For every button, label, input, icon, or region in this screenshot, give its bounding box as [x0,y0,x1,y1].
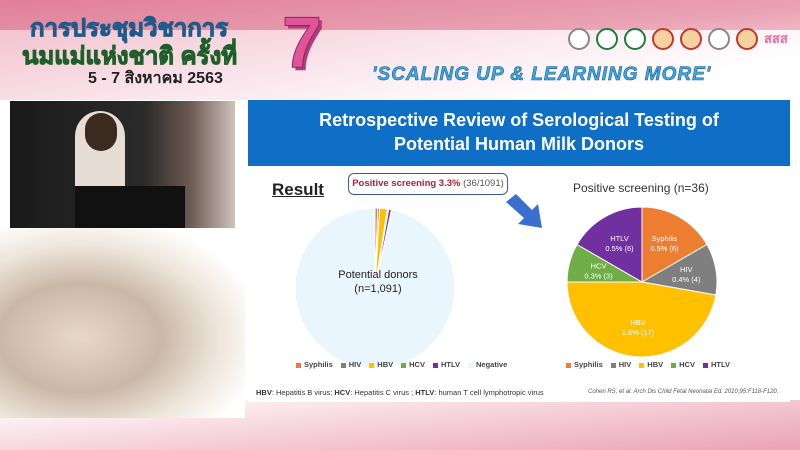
conference-slogan: 'SCALING UP & LEARNING MORE' [372,64,712,86]
footnote-hcv-text: : Hepatitis C virus ; [350,388,416,397]
positive-pie-title: Positive screening (n=36) [573,181,709,195]
legend-item-hbv: HBV [369,360,393,369]
legend-swatch [566,362,571,368]
pie-data-label: HIV [680,265,693,274]
abbreviation-footnote: HBV: Hepatitis B virus; HCV: Hepatitis C… [256,388,544,397]
pie-data-label: HBV [630,318,645,327]
pie-data-label: 0.3% (3) [584,271,613,280]
pie-slice-htlv [576,206,643,283]
sponsor-logo [568,28,590,50]
conference-title-line2: นมแม่แห่งชาติ ครั้งที่ [21,43,238,71]
conference-date: 5 - 7 สิงหาคม 2563 [88,70,223,87]
pie-data-label: Syphilis [652,234,678,243]
footnote-htlv-abbr: HTLV [415,388,435,397]
callout-percentage: Positive screening 3.3% [352,178,461,189]
footnote-htlv-text: : human T cell lymphotropic virus [434,388,544,397]
legend-item-hiv: HIV [340,360,361,369]
sponsor-logo [624,28,646,50]
legend-swatch [702,362,708,368]
positive-pie-legend: Syphilis HIV HBV HCV HTLV [566,360,730,369]
donors-pie-chart [294,207,456,369]
legend-item-htlv: HTLV [702,360,730,369]
legend-swatch [340,362,346,368]
legend-item-syphilis: Syphilis [566,360,603,369]
citation: Cohen RS, et al. Arch Dis Child Fetal Ne… [588,389,779,395]
legend-swatch [610,362,616,368]
sponsor-logo [652,28,674,50]
legend-item-hcv: HCV [401,360,425,369]
legend-swatch [639,362,645,368]
slide-title-line1: Retrospective Review of Serological Test… [319,110,719,130]
presenter-video [10,101,235,228]
conference-edition: 7 [281,3,323,84]
donors-label-line1: Potential donors [338,269,418,281]
callout-count: (36/1091) [463,178,504,189]
legend-swatch [671,362,677,368]
donors-label: Potential donors (n=1,091) [318,268,438,296]
pie-data-label: 0.5% (6) [650,244,679,253]
footnote-hcv-abbr: HCV [334,388,351,397]
pie-data-label: HCV [591,261,607,270]
sponsor-logos: สสส [568,28,788,50]
thaihealth-logo: สสส [764,31,788,46]
decorative-child-photo [0,228,245,418]
legend-swatch [432,362,438,368]
pie-slice-syphilis [641,206,708,283]
arrow-icon [506,194,542,228]
podium [75,186,185,228]
conference-title-line1: การประชุมวิชาการ [29,15,229,43]
legend-item-syphilis: Syphilis [296,360,333,369]
donors-label-line2: (n=1,091) [354,283,402,295]
footnote-hbv-abbr: HBV [256,388,272,397]
legend-item-hcv: HCV [671,360,695,369]
sponsor-logo [708,28,730,50]
legend-swatch [296,362,301,368]
legend-item-negative: Negative [468,360,507,369]
positive-screening-callout: Positive screening 3.3% (36/1091) [348,173,508,195]
sponsor-logo [596,28,618,50]
legend-item-htlv: HTLV [432,360,460,369]
donors-pie-legend: Syphilis HIV HBV HCV HTLV Negative [296,360,507,369]
pie-data-label: 1.6% (17) [622,328,655,337]
pie-slice-hbv [566,281,717,358]
presentation-slide: Retrospective Review of Serological Test… [248,100,790,402]
sponsor-logo [736,28,758,50]
presenter-head [85,113,117,151]
result-heading: Result [272,180,324,199]
legend-swatch [369,362,375,368]
pie-slice-negative [294,207,456,369]
footnote-hbv-text: : Hepatitis B virus; [271,388,335,397]
legend-swatch [401,362,407,368]
pie-data-label: 0.4% (4) [672,275,701,284]
slide-title: Retrospective Review of Serological Test… [248,100,790,166]
legend-swatch [468,362,473,368]
pie-data-label: 0.5% (6) [605,244,634,253]
slide-title-line2: Potential Human Milk Donors [393,134,645,154]
legend-item-hiv: HIV [610,360,631,369]
pie-data-label: HTLV [610,234,629,243]
legend-item-hbv: HBV [639,360,663,369]
sponsor-logo [680,28,702,50]
